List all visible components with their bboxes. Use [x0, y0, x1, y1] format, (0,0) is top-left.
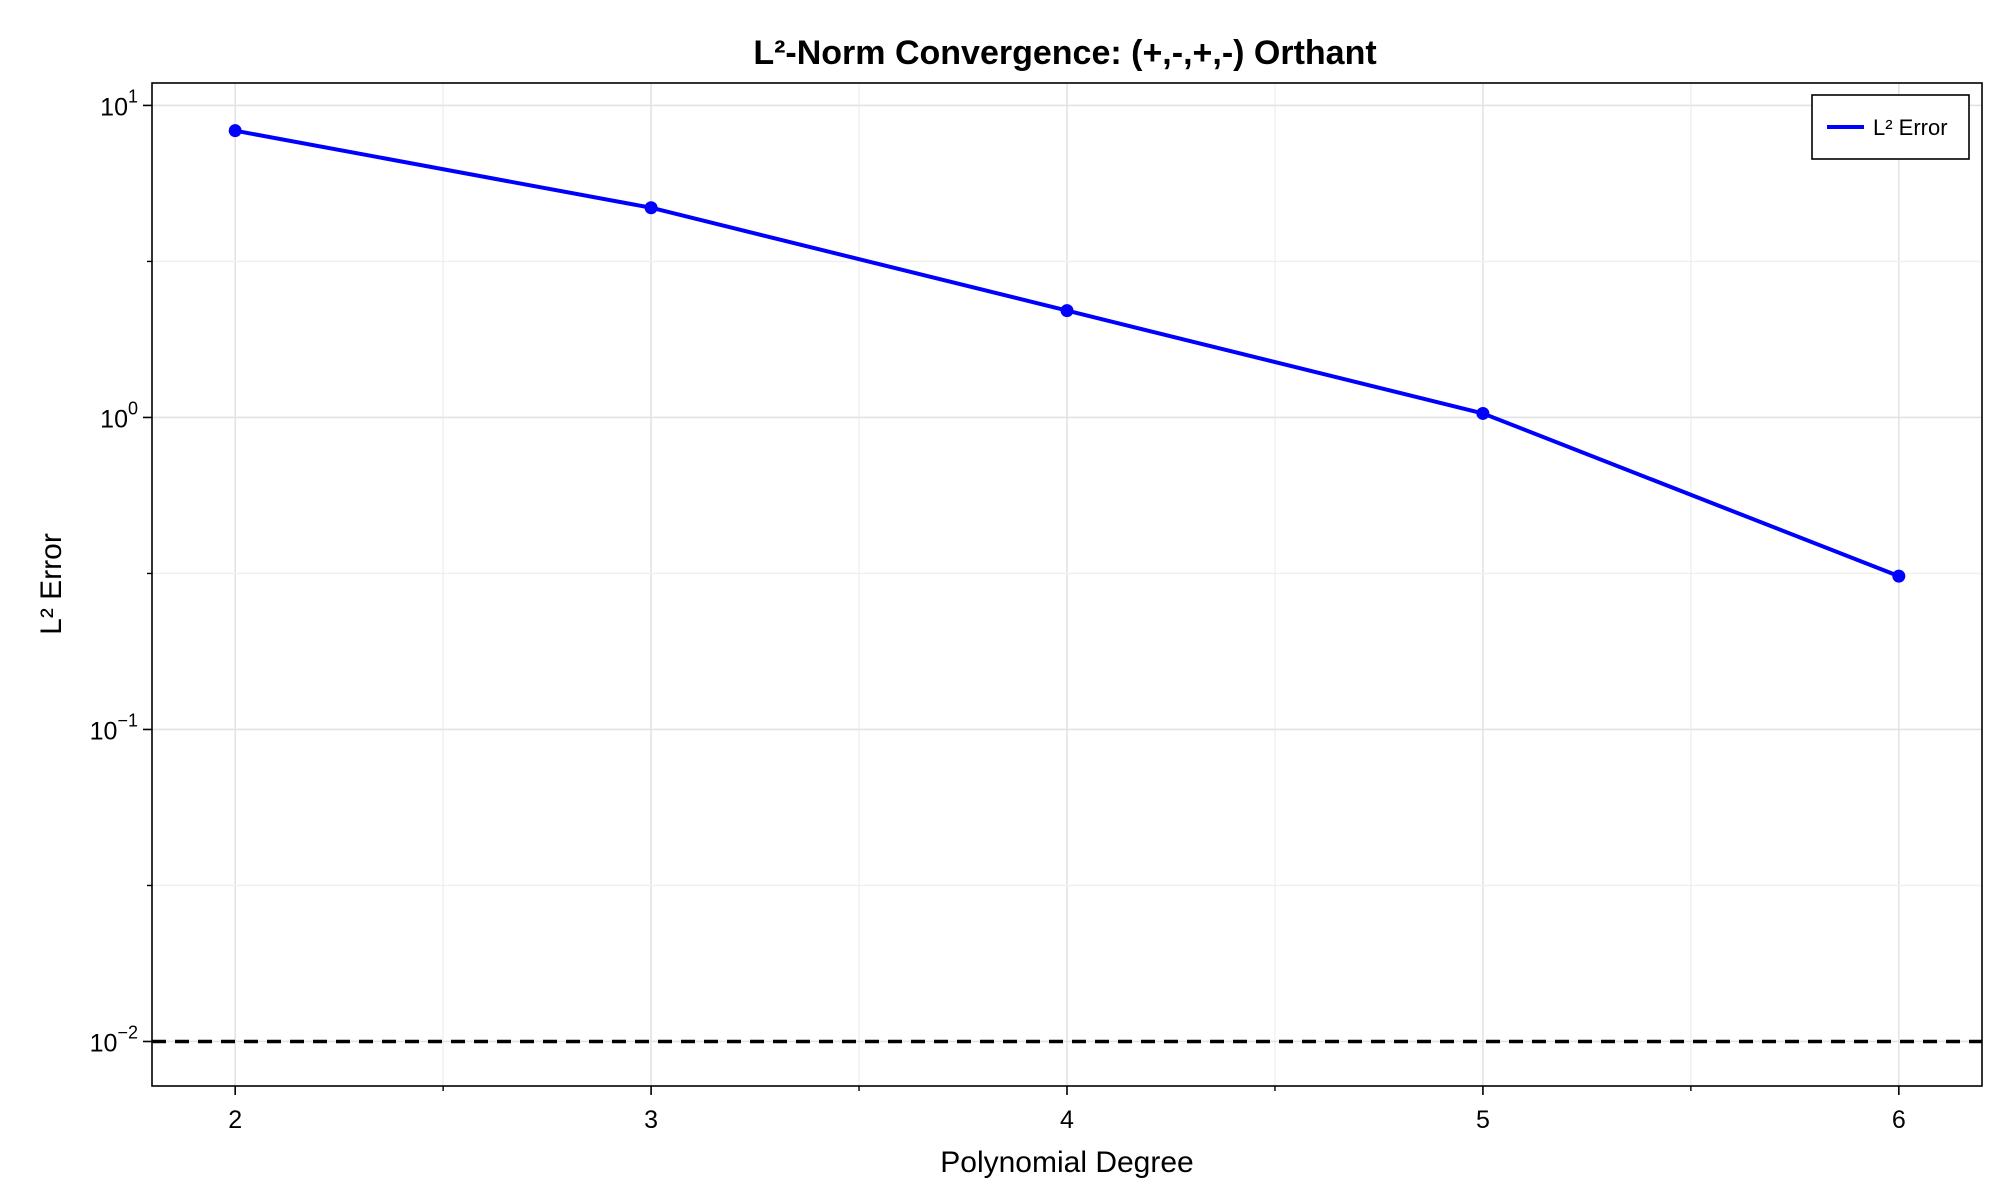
data-point: [228, 124, 242, 138]
data-point: [1476, 406, 1490, 420]
x-tick-label: 4: [1060, 1106, 1074, 1134]
data-point: [644, 201, 658, 215]
data-point: [1892, 569, 1906, 583]
x-tick-label: 2: [228, 1106, 242, 1134]
grid: [152, 83, 1982, 1086]
x-tick-label: 3: [644, 1106, 658, 1134]
x-axis: 2 3 4 5 6: [228, 1086, 1906, 1134]
y-tick-label: 101: [100, 86, 138, 121]
x-axis-label: Polynomial Degree: [940, 1146, 1193, 1179]
y-tick-label: 10−1: [90, 710, 138, 745]
y-axis-label: L² Error: [35, 533, 68, 635]
data-point: [1060, 304, 1074, 318]
chart-title: L²-Norm Convergence: (+,-,+,-) Orthant: [753, 34, 1376, 72]
legend: L² Error: [1811, 94, 1970, 160]
x-tick-label: 5: [1476, 1106, 1490, 1134]
legend-label-l2-error: L² Error: [1873, 115, 1948, 140]
x-tick-label: 6: [1892, 1106, 1906, 1134]
y-tick-label: 10−2: [90, 1022, 138, 1057]
series-points: [228, 124, 1906, 583]
y-axis: 101 100 10−1 10−2: [90, 86, 152, 1057]
y-tick-label: 100: [100, 398, 138, 433]
